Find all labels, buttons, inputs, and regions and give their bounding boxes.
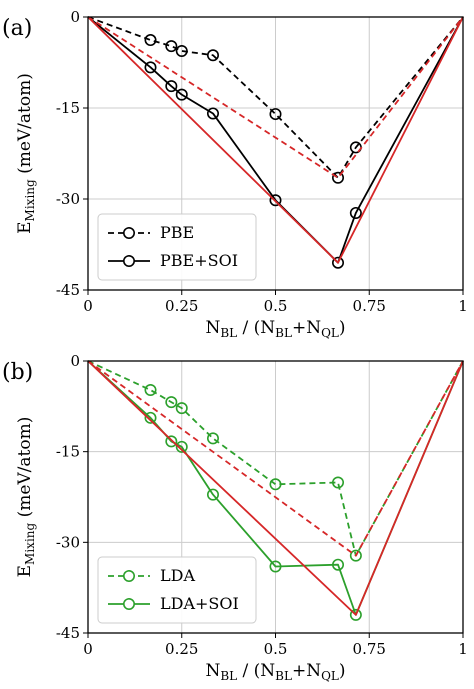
- lda-soi-data-point: [144, 411, 157, 424]
- y-tick-label: -30: [56, 190, 80, 208]
- lda-data-point: [332, 476, 345, 489]
- lda-data-point: [269, 478, 282, 491]
- x-axis-label: NBL / (NBL+NQL): [205, 318, 345, 340]
- legend-entry-label: LDA: [160, 566, 195, 585]
- y-tick-label: -15: [56, 443, 80, 461]
- pbe-soi-data-point: [206, 107, 219, 120]
- legend-marker-sample: [123, 255, 136, 268]
- panel-label: (b): [2, 360, 33, 385]
- pbe-soi-data-point: [332, 256, 345, 269]
- x-tick-label: 0.25: [165, 297, 198, 315]
- x-tick-label: 0: [83, 297, 93, 315]
- y-axis-label: EMixing (meV/atom): [15, 73, 37, 234]
- lda-data-point: [349, 549, 362, 562]
- legend-entry-label: PBE+SOI: [160, 251, 238, 270]
- lda-soi-data-point: [165, 435, 178, 448]
- x-tick-label: 0.5: [264, 297, 288, 315]
- pbe-series-line: [87, 16, 464, 179]
- lda-soi-data-point: [206, 488, 219, 501]
- hull-2-series-line: [87, 360, 464, 557]
- pbe-soi-data-point: [144, 61, 157, 74]
- legend-box: [97, 213, 257, 281]
- y-axis-label: EMixing (meV/atom): [15, 417, 37, 578]
- lda-data-point: [206, 432, 219, 445]
- legend-marker-sample: [123, 227, 136, 240]
- pbe-data-point: [206, 49, 219, 62]
- hull-3-series-line: [87, 16, 464, 264]
- panel-a: 0 0.25 0.5 0.75 1 0 -15 -30 -45 NBL / (NBL+NQL) EM…: [2, 8, 468, 340]
- x-tick-label: 0: [83, 640, 93, 658]
- legend: LDA LDA+SOI: [97, 556, 257, 624]
- x-tick-label: 1: [458, 640, 468, 658]
- lda-data-point: [175, 402, 188, 415]
- y-tick-label: -15: [56, 99, 80, 117]
- pbe-soi-data-point: [175, 88, 188, 101]
- x-tick-label: 0.5: [264, 640, 288, 658]
- pbe-data-point: [165, 40, 178, 53]
- legend-entry-label: LDA+SOI: [160, 594, 239, 613]
- legend-box: [97, 556, 257, 624]
- pbe-data-point: [175, 44, 188, 57]
- x-tick-label: 1: [458, 297, 468, 315]
- x-tick-label: 0.75: [353, 297, 386, 315]
- y-tick-label: -45: [56, 624, 80, 642]
- legend-marker-sample: [123, 569, 136, 582]
- y-tick-label: -30: [56, 533, 80, 551]
- pbe-data-point: [269, 108, 282, 121]
- y-tick-label: -45: [56, 281, 80, 299]
- hull-2-series-line: [87, 16, 464, 179]
- lda-soi-data-point: [269, 560, 282, 573]
- legend-marker-sample: [123, 597, 136, 610]
- x-axis-label: NBL / (NBL+NQL): [205, 661, 345, 683]
- x-tick-label: 0.25: [165, 640, 198, 658]
- legend-entry-label: PBE: [160, 223, 194, 242]
- lda-data-point: [144, 384, 157, 397]
- lda-soi-data-point: [332, 558, 345, 571]
- pbe-soi-series-line: [87, 16, 464, 264]
- x-tick-label: 0.75: [353, 640, 386, 658]
- pbe-data-point: [144, 34, 157, 47]
- pbe-soi-data-point: [269, 194, 282, 207]
- lda-soi-data-point: [349, 608, 362, 621]
- pbe-data-point: [332, 171, 345, 184]
- panel-label: (a): [2, 16, 32, 41]
- y-tick-label: 0: [70, 352, 80, 370]
- legend: PBE PBE+SOI: [97, 213, 257, 281]
- lda-soi-data-point: [175, 440, 188, 453]
- y-tick-label: 0: [70, 8, 80, 26]
- hull-3-series-line: [87, 360, 464, 616]
- panel-b: 0 0.25 0.5 0.75 1 0 -15 -30 -45 NBL / (NBL+NQL) EM…: [2, 352, 468, 683]
- pbe-soi-data-point: [349, 206, 362, 219]
- lda-data-point: [165, 396, 178, 409]
- pbe-soi-data-point: [165, 80, 178, 93]
